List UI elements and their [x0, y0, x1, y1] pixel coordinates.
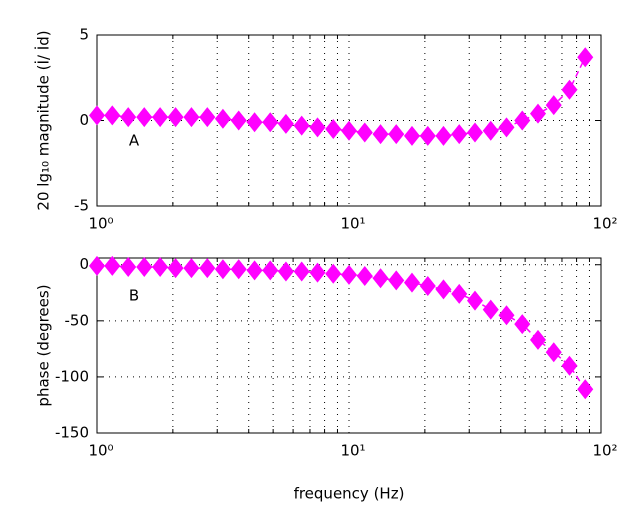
marker	[89, 255, 105, 276]
marker	[167, 107, 184, 128]
marker	[341, 120, 357, 141]
marker	[293, 261, 310, 282]
marker	[183, 258, 200, 279]
marker	[498, 117, 515, 138]
marker	[466, 290, 483, 311]
marker	[246, 112, 263, 133]
marker	[136, 107, 153, 128]
marker	[262, 260, 279, 281]
marker	[325, 119, 342, 140]
marker	[482, 299, 499, 320]
marker	[341, 264, 357, 285]
x-tick-label: 10¹	[340, 215, 365, 233]
marker	[277, 113, 294, 134]
x-tick-label: 10⁰	[88, 215, 113, 233]
axes-frame	[96, 257, 602, 434]
marker	[120, 256, 137, 277]
marker	[466, 122, 483, 143]
x-tick-label: 10²	[592, 215, 617, 233]
marker	[561, 79, 578, 100]
x-tick-label: 10⁰	[88, 442, 113, 460]
marker	[214, 108, 231, 129]
marker	[325, 263, 342, 284]
marker	[262, 112, 279, 133]
y-axis-label: phase (degrees)	[35, 284, 53, 406]
marker	[356, 122, 373, 143]
marker	[152, 256, 169, 277]
marker	[403, 125, 420, 146]
y-tick-label: -5	[74, 197, 89, 215]
y-tick-label: 0	[79, 255, 89, 273]
marker	[577, 379, 594, 400]
marker	[451, 283, 468, 304]
marker	[419, 276, 436, 297]
marker	[104, 255, 121, 276]
marker	[167, 258, 184, 279]
marker	[246, 260, 263, 281]
marker	[403, 272, 420, 293]
marker	[482, 120, 499, 141]
marker	[309, 262, 326, 283]
marker	[183, 107, 200, 128]
marker	[230, 259, 247, 280]
marker	[498, 305, 515, 326]
x-axis-label: frequency (Hz)	[294, 485, 405, 503]
marker	[277, 261, 294, 282]
x-tick-label: 10¹	[340, 442, 365, 460]
marker	[120, 107, 137, 128]
marker	[529, 329, 546, 350]
x-tick-label: 10²	[592, 442, 617, 460]
marker	[199, 107, 216, 128]
marker	[577, 47, 594, 68]
marker	[545, 95, 562, 116]
marker	[388, 124, 405, 145]
y-tick-label: -150	[55, 424, 89, 442]
marker	[435, 279, 452, 300]
marker	[89, 105, 105, 126]
marker	[309, 117, 326, 138]
y-tick-label: 0	[79, 111, 89, 129]
marker	[104, 105, 121, 126]
marker	[136, 256, 153, 277]
marker	[451, 124, 468, 145]
y-axis-label: 20 lg₁₀ magnitude (İ/ İd)	[34, 30, 53, 210]
y-tick-label: -100	[55, 367, 89, 385]
plot-area	[97, 258, 601, 433]
marker	[372, 124, 389, 145]
marker	[230, 110, 247, 131]
marker	[372, 268, 389, 289]
marker	[514, 314, 531, 335]
marker	[293, 115, 310, 136]
marker	[199, 258, 216, 279]
marker	[152, 107, 169, 128]
y-tick-label: -50	[65, 311, 90, 329]
marker	[214, 259, 231, 280]
marker	[435, 125, 452, 146]
marker	[545, 342, 562, 363]
marker	[356, 265, 373, 286]
y-tick-label: 5	[79, 26, 89, 44]
marker	[561, 355, 578, 376]
annotation: A	[129, 132, 140, 150]
marker	[388, 270, 405, 291]
marker	[419, 125, 436, 146]
marker	[514, 110, 531, 131]
annotation: B	[129, 287, 139, 305]
marker	[529, 103, 546, 124]
